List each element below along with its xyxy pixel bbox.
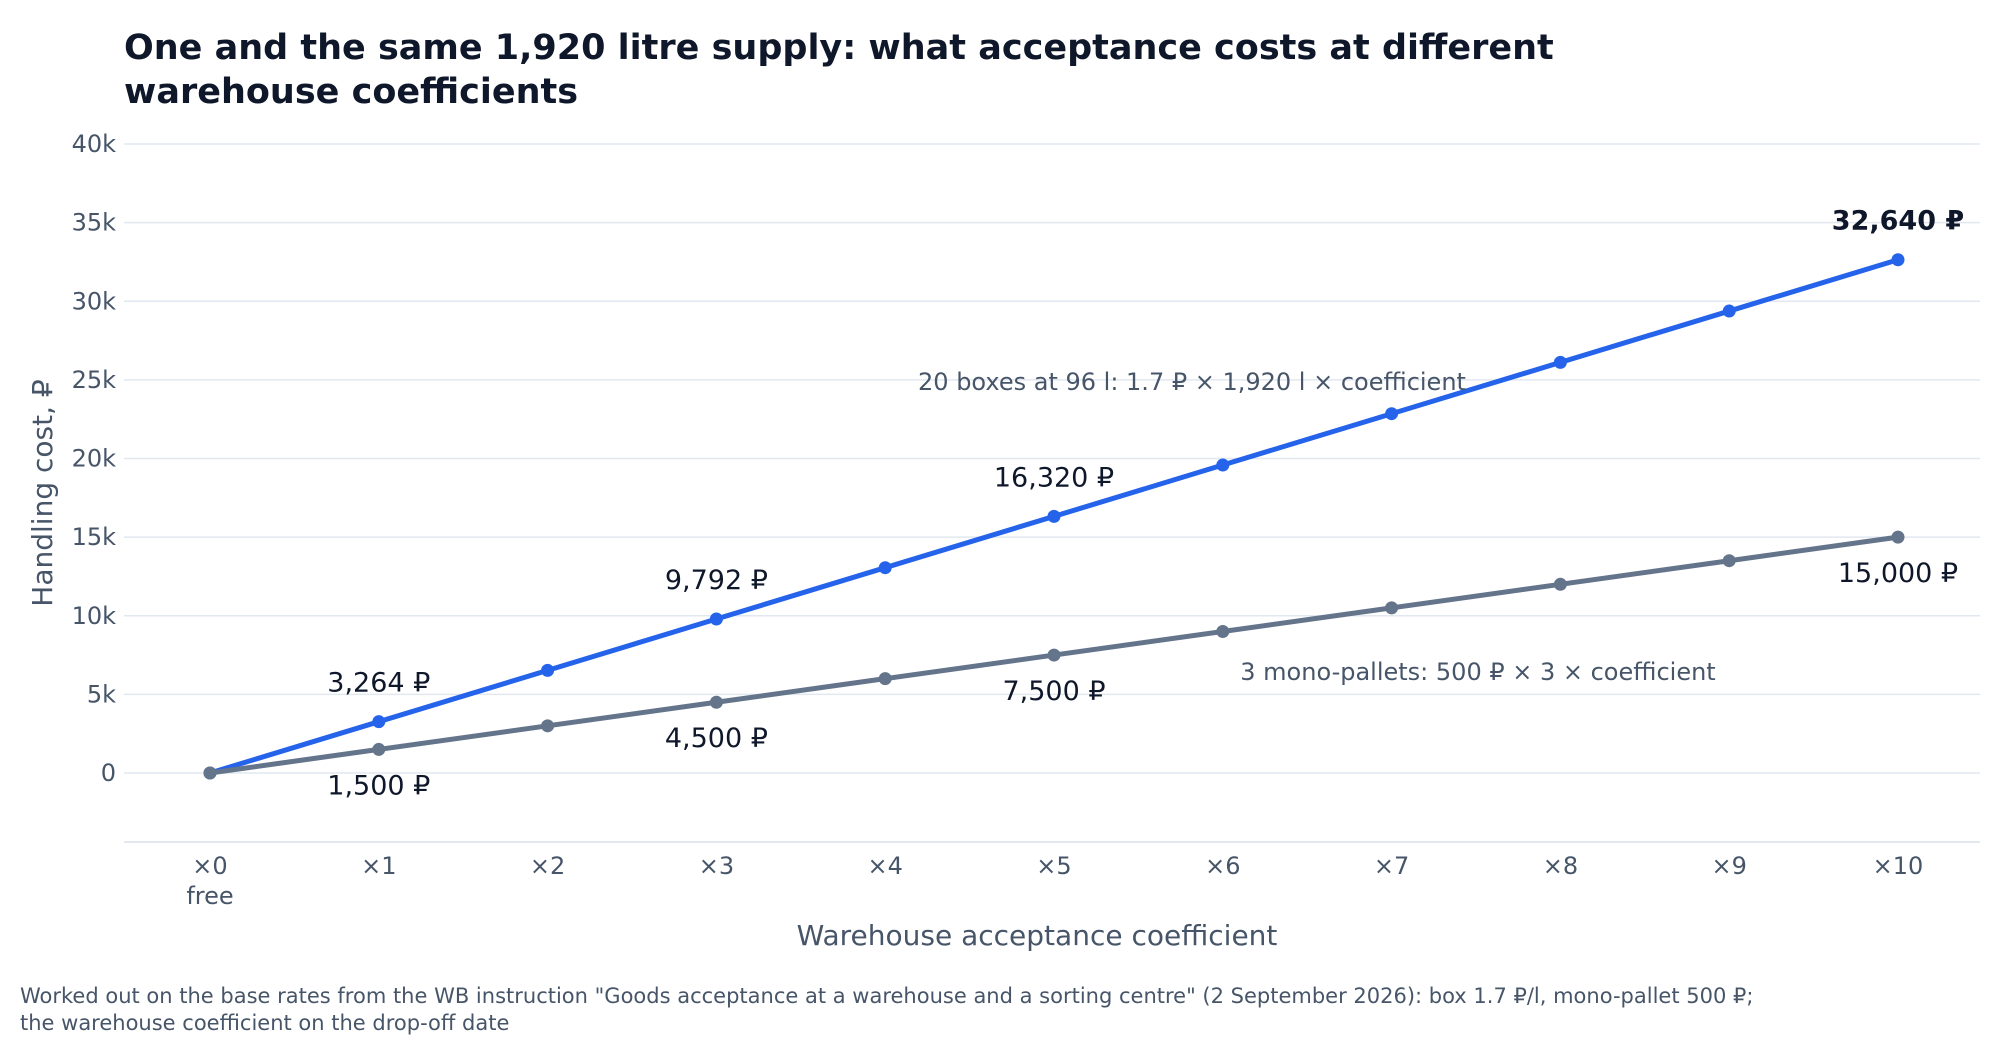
x-tick-sublabel: free xyxy=(186,882,233,910)
data-point xyxy=(1385,601,1399,615)
data-point xyxy=(709,612,723,626)
y-tick-label: 40k xyxy=(72,130,117,158)
annotations: 20 boxes at 96 l: 1.7 ₽ × 1,920 l × coef… xyxy=(918,368,1716,686)
data-point xyxy=(1722,554,1736,568)
data-point xyxy=(1047,648,1061,662)
series-lines xyxy=(203,253,1905,780)
y-tick-label: 20k xyxy=(72,445,117,473)
data-label: 32,640 ₽ xyxy=(1832,206,1964,237)
data-label: 9,792 ₽ xyxy=(665,565,768,596)
y-axis-title: Handling cost, ₽ xyxy=(26,379,59,606)
data-point xyxy=(709,695,723,709)
data-point xyxy=(541,719,555,733)
x-tick-label: ×10 xyxy=(1873,852,1924,880)
data-point xyxy=(878,561,892,575)
x-tick-label: ×0 xyxy=(192,852,227,880)
y-tick-label: 15k xyxy=(72,523,117,551)
y-tick-label: 30k xyxy=(72,287,117,315)
source-note: Worked out on the base rates from the WB… xyxy=(20,984,1754,1035)
x-tick-label: ×1 xyxy=(361,852,396,880)
x-tick-label: ×3 xyxy=(699,852,734,880)
data-point xyxy=(1385,407,1399,421)
data-label: 7,500 ₽ xyxy=(1002,676,1105,707)
data-point xyxy=(878,672,892,686)
grid-lines xyxy=(124,143,1980,774)
x-tick-label: ×8 xyxy=(1543,852,1578,880)
data-point xyxy=(203,766,217,780)
chart-title: One and the same 1,920 litre supply: wha… xyxy=(124,28,1554,112)
x-tick-label: ×4 xyxy=(868,852,903,880)
x-tick-label: ×5 xyxy=(1036,852,1071,880)
data-point xyxy=(1891,530,1905,544)
data-point xyxy=(1553,577,1567,591)
x-tick-label: ×9 xyxy=(1712,852,1747,880)
data-labels: 3,264 ₽ 9,792 ₽ 16,320 ₽ 32,640 ₽ 1,500 ₽ 4,5… xyxy=(327,206,1964,802)
series-annotation: 20 boxes at 96 l: 1.7 ₽ × 1,920 l × coef… xyxy=(918,368,1466,396)
data-point xyxy=(1216,624,1230,638)
y-tick-label: 5k xyxy=(87,680,116,708)
data-point xyxy=(1047,509,1061,523)
data-label: 1,500 ₽ xyxy=(327,770,430,801)
data-label: 16,320 ₽ xyxy=(994,462,1114,493)
y-axis-ticks: 0 5k 10k 15k 20k 25k 30k 35k 40k xyxy=(72,130,117,787)
data-point xyxy=(1722,304,1736,318)
data-point xyxy=(1891,253,1905,267)
y-tick-label: 0 xyxy=(101,759,116,787)
data-label: 4,500 ₽ xyxy=(665,723,768,754)
y-tick-label: 25k xyxy=(72,366,117,394)
x-tick-label: ×7 xyxy=(1374,852,1409,880)
data-point xyxy=(372,742,386,756)
y-tick-label: 35k xyxy=(72,209,117,237)
data-point xyxy=(1216,458,1230,472)
y-tick-label: 10k xyxy=(72,602,117,630)
data-point xyxy=(1553,355,1567,369)
data-point xyxy=(541,663,555,677)
x-tick-label: ×6 xyxy=(1205,852,1240,880)
data-label: 3,264 ₽ xyxy=(327,668,430,699)
x-axis-title: Warehouse acceptance coefficient xyxy=(797,919,1278,952)
series-annotation: 3 mono-pallets: 500 ₽ × 3 × coefficient xyxy=(1240,658,1715,686)
x-tick-label: ×2 xyxy=(530,852,565,880)
data-point xyxy=(372,715,386,729)
data-label: 15,000 ₽ xyxy=(1838,558,1958,589)
